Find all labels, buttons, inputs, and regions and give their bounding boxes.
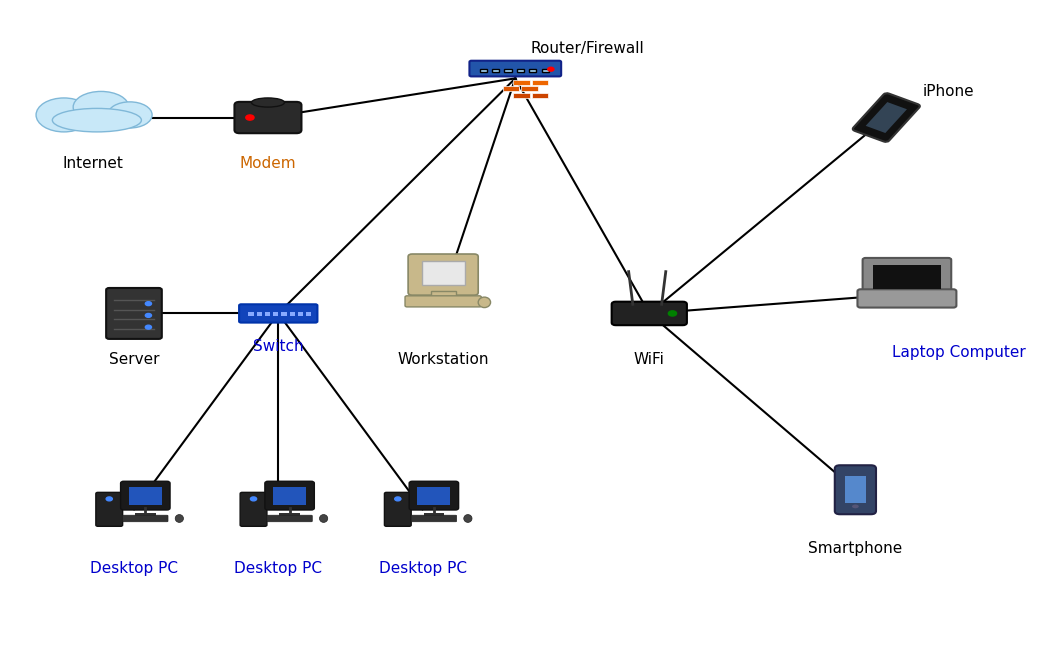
Text: iPhone: iPhone bbox=[922, 84, 974, 99]
FancyBboxPatch shape bbox=[408, 254, 478, 295]
Bar bbox=[135, 513, 155, 516]
FancyBboxPatch shape bbox=[121, 481, 170, 510]
Text: Modem: Modem bbox=[239, 156, 297, 170]
Text: Desktop PC: Desktop PC bbox=[234, 561, 323, 575]
Circle shape bbox=[548, 67, 554, 71]
Circle shape bbox=[395, 497, 401, 501]
FancyBboxPatch shape bbox=[516, 69, 524, 72]
Text: Workstation: Workstation bbox=[398, 352, 489, 366]
FancyBboxPatch shape bbox=[863, 258, 951, 295]
Ellipse shape bbox=[464, 515, 472, 522]
Circle shape bbox=[146, 302, 152, 306]
Text: Internet: Internet bbox=[62, 156, 123, 170]
Circle shape bbox=[146, 313, 152, 317]
Ellipse shape bbox=[175, 515, 183, 522]
Bar bbox=[845, 477, 866, 503]
FancyBboxPatch shape bbox=[123, 515, 168, 522]
Text: Desktop PC: Desktop PC bbox=[90, 561, 178, 575]
Bar bbox=[866, 102, 907, 133]
FancyBboxPatch shape bbox=[541, 69, 549, 72]
Bar bbox=[279, 513, 300, 516]
Circle shape bbox=[246, 115, 254, 120]
Bar bbox=[424, 513, 445, 516]
Bar bbox=[281, 312, 286, 316]
Ellipse shape bbox=[73, 91, 129, 123]
Text: Switch: Switch bbox=[253, 339, 304, 353]
FancyBboxPatch shape bbox=[853, 93, 920, 142]
FancyBboxPatch shape bbox=[492, 69, 500, 72]
FancyBboxPatch shape bbox=[405, 296, 481, 307]
Ellipse shape bbox=[107, 102, 152, 128]
Bar bbox=[422, 261, 464, 285]
Circle shape bbox=[852, 504, 860, 509]
Circle shape bbox=[106, 497, 112, 501]
Circle shape bbox=[146, 325, 152, 329]
Bar bbox=[532, 93, 549, 98]
Bar bbox=[129, 487, 161, 505]
Ellipse shape bbox=[478, 297, 490, 308]
Circle shape bbox=[251, 497, 257, 501]
FancyBboxPatch shape bbox=[411, 515, 457, 522]
Circle shape bbox=[668, 311, 677, 316]
Bar bbox=[257, 312, 261, 316]
Bar bbox=[873, 265, 941, 289]
Ellipse shape bbox=[252, 98, 284, 107]
Bar bbox=[298, 312, 303, 316]
Ellipse shape bbox=[36, 98, 92, 132]
Text: Smartphone: Smartphone bbox=[808, 541, 903, 556]
Bar bbox=[273, 312, 278, 316]
FancyBboxPatch shape bbox=[858, 289, 957, 308]
Bar bbox=[289, 312, 295, 316]
Bar bbox=[513, 80, 530, 85]
Text: WiFi: WiFi bbox=[634, 352, 665, 366]
Bar bbox=[522, 86, 538, 91]
Text: Server: Server bbox=[108, 352, 159, 366]
Bar bbox=[249, 312, 254, 316]
FancyBboxPatch shape bbox=[240, 492, 266, 526]
FancyBboxPatch shape bbox=[529, 69, 536, 72]
FancyBboxPatch shape bbox=[409, 481, 459, 510]
FancyBboxPatch shape bbox=[264, 481, 314, 510]
FancyBboxPatch shape bbox=[505, 69, 512, 72]
Bar bbox=[417, 487, 451, 505]
FancyBboxPatch shape bbox=[106, 288, 161, 339]
Bar bbox=[273, 487, 306, 505]
FancyBboxPatch shape bbox=[266, 515, 312, 522]
Text: Desktop PC: Desktop PC bbox=[379, 561, 466, 575]
Bar bbox=[306, 312, 311, 316]
FancyBboxPatch shape bbox=[234, 102, 302, 133]
Text: Laptop Computer: Laptop Computer bbox=[891, 345, 1025, 360]
Bar bbox=[532, 80, 549, 85]
FancyBboxPatch shape bbox=[239, 304, 318, 323]
Bar bbox=[431, 291, 456, 296]
FancyBboxPatch shape bbox=[480, 69, 487, 72]
FancyBboxPatch shape bbox=[469, 61, 561, 76]
FancyBboxPatch shape bbox=[612, 302, 687, 325]
Bar bbox=[513, 93, 530, 98]
FancyBboxPatch shape bbox=[96, 492, 123, 526]
Ellipse shape bbox=[52, 108, 142, 132]
FancyBboxPatch shape bbox=[384, 492, 411, 526]
Bar bbox=[264, 312, 270, 316]
Text: Router/Firewall: Router/Firewall bbox=[531, 42, 644, 56]
Ellipse shape bbox=[320, 515, 328, 522]
Bar bbox=[503, 86, 519, 91]
FancyBboxPatch shape bbox=[835, 465, 877, 515]
